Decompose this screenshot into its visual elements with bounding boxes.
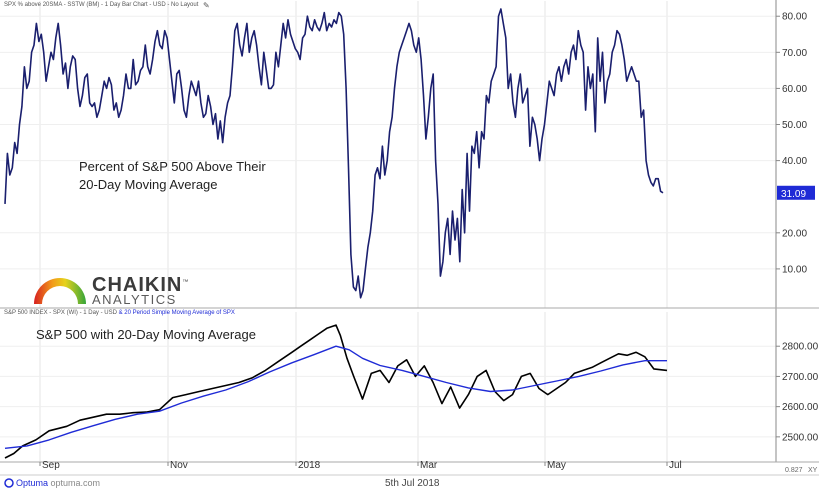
xy-toggle[interactable]: XY [808, 467, 818, 474]
x-tick-label: Jul [669, 460, 682, 471]
last-value-label: 31.09 [781, 189, 806, 200]
bottom-ytick-label: 2800.00 [782, 342, 819, 353]
y-tick-labels: 80.00 70.00 60.00 50.00 40.00 20.00 10.00 2800.… [776, 12, 819, 443]
footer-site: optuma.com [50, 478, 101, 488]
spx-20sma-line [4, 345, 667, 449]
x-tick-label: Sep [42, 460, 60, 471]
bottom-ytick-label: 2500.00 [782, 432, 819, 443]
optuma-logo-icon [4, 478, 14, 488]
pencil-icon[interactable]: ✎ [203, 1, 210, 10]
bottom-annotation: S&P 500 with 20-Day Moving Average [36, 327, 256, 342]
chaikin-gauge-logo [34, 278, 86, 304]
x-tick-labels: Sep Nov 2018 Mar May Jul [39, 460, 682, 471]
x-tick-label: Nov [170, 460, 188, 471]
x-tick-label: Mar [420, 460, 438, 471]
x-tick-label: 2018 [298, 460, 321, 471]
top-annotation: Percent of S&P 500 Above Their 20-Day Mo… [79, 158, 266, 194]
logo-subtitle: ANALYTICS [92, 292, 177, 307]
bottom-panel-plot [4, 324, 668, 459]
bottom-panel-header-price: S&P 500 INDEX - SPX (WI) - 1 Day - USD [4, 310, 117, 316]
spx-price-line [4, 324, 668, 459]
logo-tm: ™ [182, 279, 190, 286]
footer-brand: Optuma optuma.com [16, 478, 100, 488]
zoom-level: 0.827 [785, 467, 803, 474]
bottom-panel-header: S&P 500 INDEX - SPX (WI) - 1 Day - USD &… [4, 310, 235, 316]
footer-date: 5th Jul 2018 [385, 478, 440, 489]
top-annotation-line1: Percent of S&P 500 Above Their [79, 159, 266, 174]
x-tick-label: May [547, 460, 566, 471]
top-ytick-label: 10.00 [782, 264, 807, 275]
logo-name: CHAIKIN™ [92, 274, 190, 296]
top-ytick-label: 70.00 [782, 48, 807, 59]
axes [0, 0, 819, 476]
top-annotation-line2: 20-Day Moving Average [79, 177, 218, 192]
top-ytick-label: 60.00 [782, 84, 807, 95]
top-panel-plot [4, 8, 664, 299]
top-ytick-label: 50.00 [782, 120, 807, 131]
footer-brand-name: Optuma [16, 478, 49, 488]
top-ytick-label: 80.00 [782, 12, 807, 23]
top-ytick-label: 20.00 [782, 228, 807, 239]
pct-above-20sma-line [4, 8, 664, 299]
top-panel-header: SPX % above 20SMA - SSTW (BM) - 1 Day Ba… [4, 2, 199, 8]
last-value-badge [777, 185, 815, 200]
bottom-ytick-label: 2600.00 [782, 402, 819, 413]
bottom-panel-header-ma: & 20 Period Simple Moving Average of SPX [118, 310, 235, 316]
top-panel-gridlines [0, 1, 776, 308]
top-ytick-label: 40.00 [782, 156, 807, 167]
bottom-ytick-label: 2700.00 [782, 372, 819, 383]
